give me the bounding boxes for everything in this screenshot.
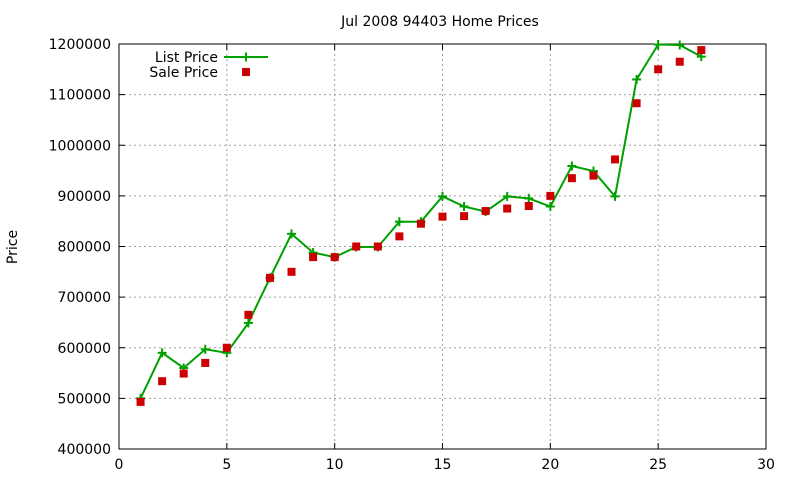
- legend-label: List Price: [155, 50, 218, 66]
- y-tick-label: 500000: [58, 391, 111, 407]
- sale-price-point: [503, 204, 512, 213]
- y-tick-label: 900000: [58, 189, 111, 205]
- list-price-point: [243, 318, 253, 328]
- sale-price-point: [352, 242, 361, 251]
- sale-price-point: [222, 343, 231, 352]
- sale-price-point: [460, 212, 469, 221]
- x-tick-label: 0: [115, 457, 124, 473]
- sale-price-point: [201, 358, 210, 367]
- y-tick-label: 600000: [58, 341, 111, 357]
- x-tick-label: 5: [222, 457, 231, 473]
- sale-price-point: [136, 397, 145, 406]
- list-price-point: [524, 193, 534, 203]
- grid-lines: [119, 44, 766, 449]
- list-price-point: [438, 191, 447, 201]
- x-tick-label: 15: [434, 457, 452, 473]
- sale-price-point: [179, 369, 188, 378]
- sale-price-point: [395, 232, 404, 241]
- list-price-point: [610, 191, 620, 201]
- axis-ticks: 0 5 10 15 20 25 30 400000 500000 600000 700000 8000…: [49, 37, 775, 473]
- series-layer: [136, 40, 706, 406]
- list-price-point: [287, 229, 297, 239]
- x-tick-label: 30: [757, 457, 775, 473]
- sale-price-point: [287, 267, 296, 276]
- sale-price-point: [697, 46, 706, 55]
- sale-price-point: [567, 174, 576, 183]
- list-price-point: [502, 191, 512, 201]
- sale-price-point: [158, 377, 167, 386]
- sale-price-point: [546, 191, 555, 200]
- sale-price-point: [416, 219, 425, 228]
- list-price-point: [394, 217, 404, 227]
- sale-price-point: [244, 310, 253, 319]
- x-tick-label: 10: [326, 457, 344, 473]
- list-price-point: [200, 344, 210, 354]
- sale-price-point: [611, 155, 620, 164]
- sale-price-point: [309, 253, 318, 262]
- sale-price-point: [524, 202, 533, 210]
- list-price-point: [545, 202, 555, 212]
- x-tick-label: 25: [649, 457, 667, 473]
- x-tick-label: 20: [541, 457, 559, 473]
- y-tick-label: 1000000: [49, 138, 111, 154]
- y-tick-label: 700000: [58, 290, 111, 306]
- sale-price-point: [589, 171, 598, 180]
- sale-price-point: [330, 253, 339, 262]
- list-price-point: [459, 202, 469, 212]
- legend-swatch-plus: [241, 52, 251, 62]
- sale-price-point: [675, 57, 684, 66]
- sale-price-point: [632, 99, 641, 108]
- sale-price-point: [481, 207, 490, 216]
- y-tick-label: 800000: [58, 240, 111, 256]
- legend-label: Sale Price: [149, 65, 218, 81]
- list-price-point: [632, 74, 642, 84]
- sale-price-point: [654, 65, 663, 74]
- y-tick-label: 400000: [58, 442, 111, 458]
- chart-title: Jul 2008 94403 Home Prices: [340, 14, 539, 30]
- list-price-point: [567, 161, 577, 171]
- y-tick-label: 1200000: [49, 37, 111, 53]
- series-sale-price: [136, 46, 706, 406]
- y-axis-label: Price: [5, 230, 21, 264]
- list-price-point: [157, 348, 167, 358]
- sale-price-point: [373, 242, 382, 251]
- list-price-point: [653, 40, 663, 50]
- sale-price-point: [265, 273, 274, 282]
- legend-swatch-square: [242, 68, 250, 76]
- y-tick-label: 1100000: [49, 88, 111, 104]
- list-price-point: [675, 40, 685, 50]
- sale-price-point: [438, 212, 447, 221]
